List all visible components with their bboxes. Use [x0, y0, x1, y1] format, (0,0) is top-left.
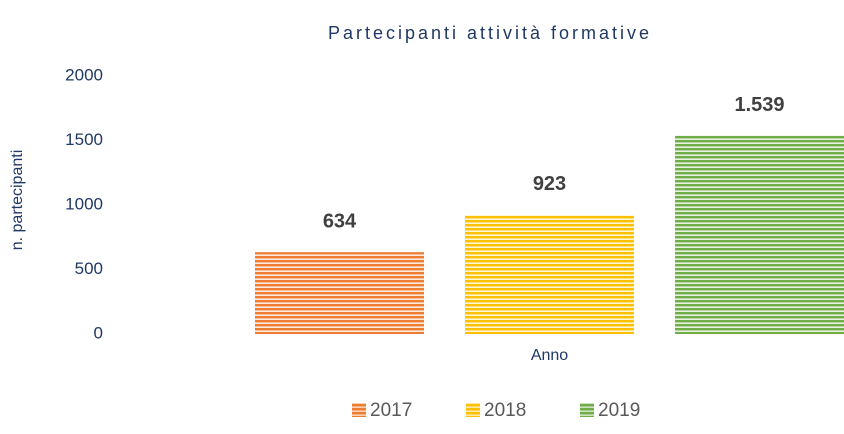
- data-label: 1.539: [734, 94, 784, 116]
- legend-swatch-base: [466, 403, 480, 417]
- legend-label: 2018: [484, 400, 526, 421]
- y-tick-label: 2000: [65, 65, 103, 84]
- bar: [255, 252, 424, 334]
- bar: [675, 135, 844, 334]
- chart-title: Partecipanti attività formative: [328, 23, 652, 43]
- y-tick-label: 1500: [65, 130, 103, 149]
- data-label: 634: [323, 210, 357, 232]
- data-label: 923: [533, 173, 566, 195]
- legend-swatch: [466, 403, 480, 417]
- y-tick-label: 0: [94, 323, 103, 342]
- legend-swatch-base: [352, 403, 366, 417]
- x-tick-label: Anno: [531, 347, 568, 364]
- bar: [465, 214, 634, 334]
- y-tick-label: 500: [75, 259, 103, 278]
- legend-swatch-base: [580, 403, 594, 417]
- y-axis-label: n. partecipanti: [9, 150, 26, 251]
- legend-swatch: [352, 403, 366, 417]
- legend-label: 2017: [370, 400, 412, 421]
- y-tick-label: 1000: [65, 194, 103, 213]
- legend-swatch: [580, 403, 594, 417]
- legend-label: 2019: [598, 400, 640, 421]
